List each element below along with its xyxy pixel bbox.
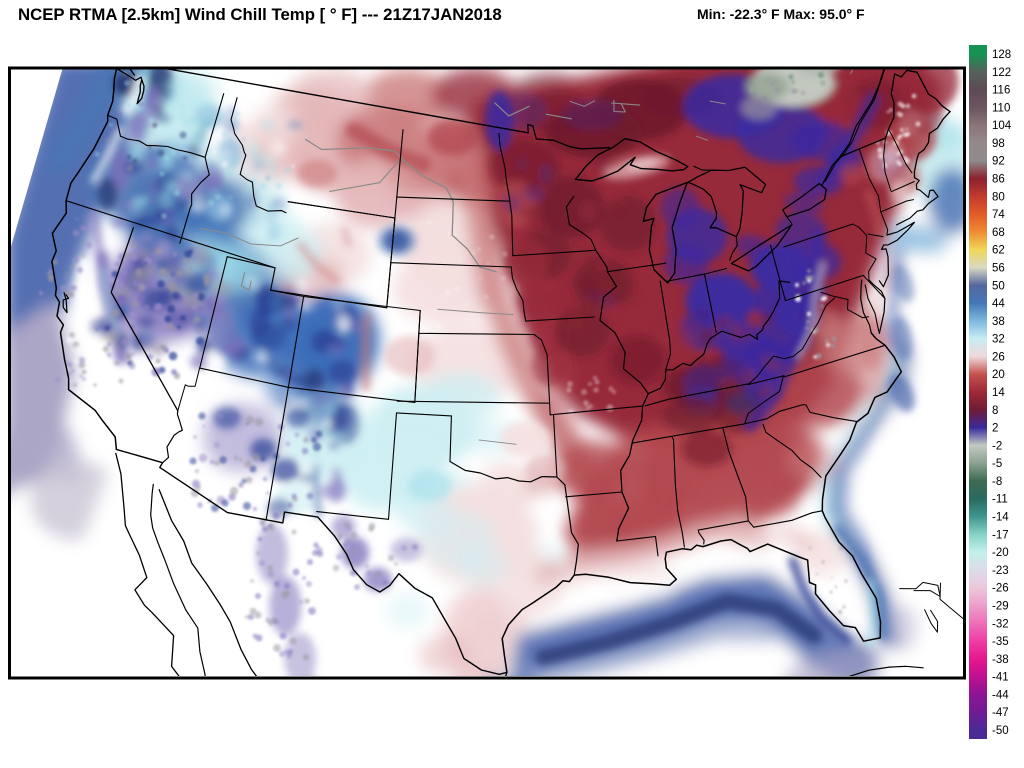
svg-text:8: 8 [992, 405, 998, 417]
svg-text:-29: -29 [992, 601, 1009, 613]
svg-text:-23: -23 [992, 565, 1009, 577]
svg-text:26: 26 [992, 351, 1005, 363]
svg-text:-50: -50 [992, 725, 1009, 737]
svg-text:14: 14 [992, 387, 1005, 399]
svg-text:128: 128 [992, 49, 1011, 61]
svg-text:92: 92 [992, 156, 1005, 168]
svg-text:50: 50 [992, 280, 1005, 292]
svg-text:56: 56 [992, 263, 1005, 275]
svg-text:-47: -47 [992, 707, 1009, 719]
svg-text:NCEP RTMA [2.5km] Wind Chill T: NCEP RTMA [2.5km] Wind Chill Temp [ ° F]… [18, 5, 502, 24]
svg-text:-5: -5 [992, 458, 1002, 470]
svg-text:122: 122 [992, 67, 1011, 79]
svg-text:38: 38 [992, 316, 1005, 328]
svg-text:68: 68 [992, 227, 1005, 239]
svg-text:-2: -2 [992, 440, 1002, 452]
svg-text:2: 2 [992, 423, 998, 435]
svg-text:-44: -44 [992, 689, 1009, 701]
svg-text:98: 98 [992, 138, 1005, 150]
svg-text:-32: -32 [992, 618, 1009, 630]
svg-text:-38: -38 [992, 654, 1009, 666]
svg-text:80: 80 [992, 191, 1005, 203]
svg-text:32: 32 [992, 334, 1005, 346]
svg-text:-20: -20 [992, 547, 1009, 559]
svg-text:74: 74 [992, 209, 1005, 221]
svg-text:-8: -8 [992, 476, 1002, 488]
svg-text:116: 116 [992, 85, 1010, 97]
svg-text:-14: -14 [992, 512, 1009, 524]
svg-text:-41: -41 [992, 672, 1009, 684]
svg-text:86: 86 [992, 174, 1005, 186]
svg-text:-26: -26 [992, 583, 1009, 595]
svg-text:Min: -22.3° F Max: 95.0° F: Min: -22.3° F Max: 95.0° F [697, 6, 865, 22]
svg-text:-11: -11 [992, 494, 1008, 506]
svg-text:44: 44 [992, 298, 1005, 310]
svg-text:104: 104 [992, 120, 1012, 132]
svg-text:-35: -35 [992, 636, 1009, 648]
svg-text:-17: -17 [992, 529, 1009, 541]
svg-text:62: 62 [992, 245, 1005, 257]
svg-text:110: 110 [992, 102, 1010, 114]
svg-text:20: 20 [992, 369, 1005, 381]
